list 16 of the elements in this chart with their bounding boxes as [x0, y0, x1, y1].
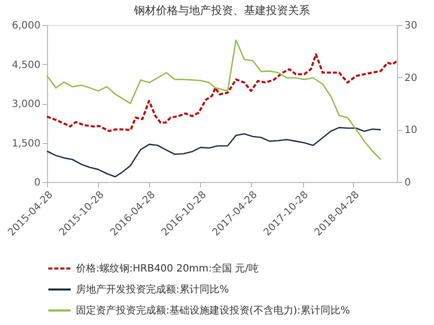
legend-label: 固定资产投资完成额:基础设施建设投资(不含电力):累计同比% [76, 304, 350, 316]
chart-title: 钢材价格与地产投资、基建投资关系 [133, 4, 310, 17]
line-series [46, 53, 398, 132]
y2-tick-label: 20 [404, 72, 418, 84]
y-tick-label: 4,500 [12, 60, 40, 71]
y-tick-label: 1,500 [12, 138, 40, 150]
legend-label: 房地产开发投资完成额:累计同比% [76, 284, 229, 296]
line-series [46, 126, 382, 178]
y2-tick-label: 30 [404, 20, 418, 32]
y-tick-label: 3,000 [12, 99, 40, 110]
line-series [46, 40, 382, 160]
legend-label: 价格:螺纹钢:HRB400 20mm:全国 元/吨 [75, 262, 258, 274]
y2-tick-label: 10 [404, 125, 418, 136]
y-tick-label: 6,000 [12, 20, 40, 32]
y2-tick-label: 0 [404, 178, 411, 188]
y-tick-label: 0 [34, 178, 40, 188]
